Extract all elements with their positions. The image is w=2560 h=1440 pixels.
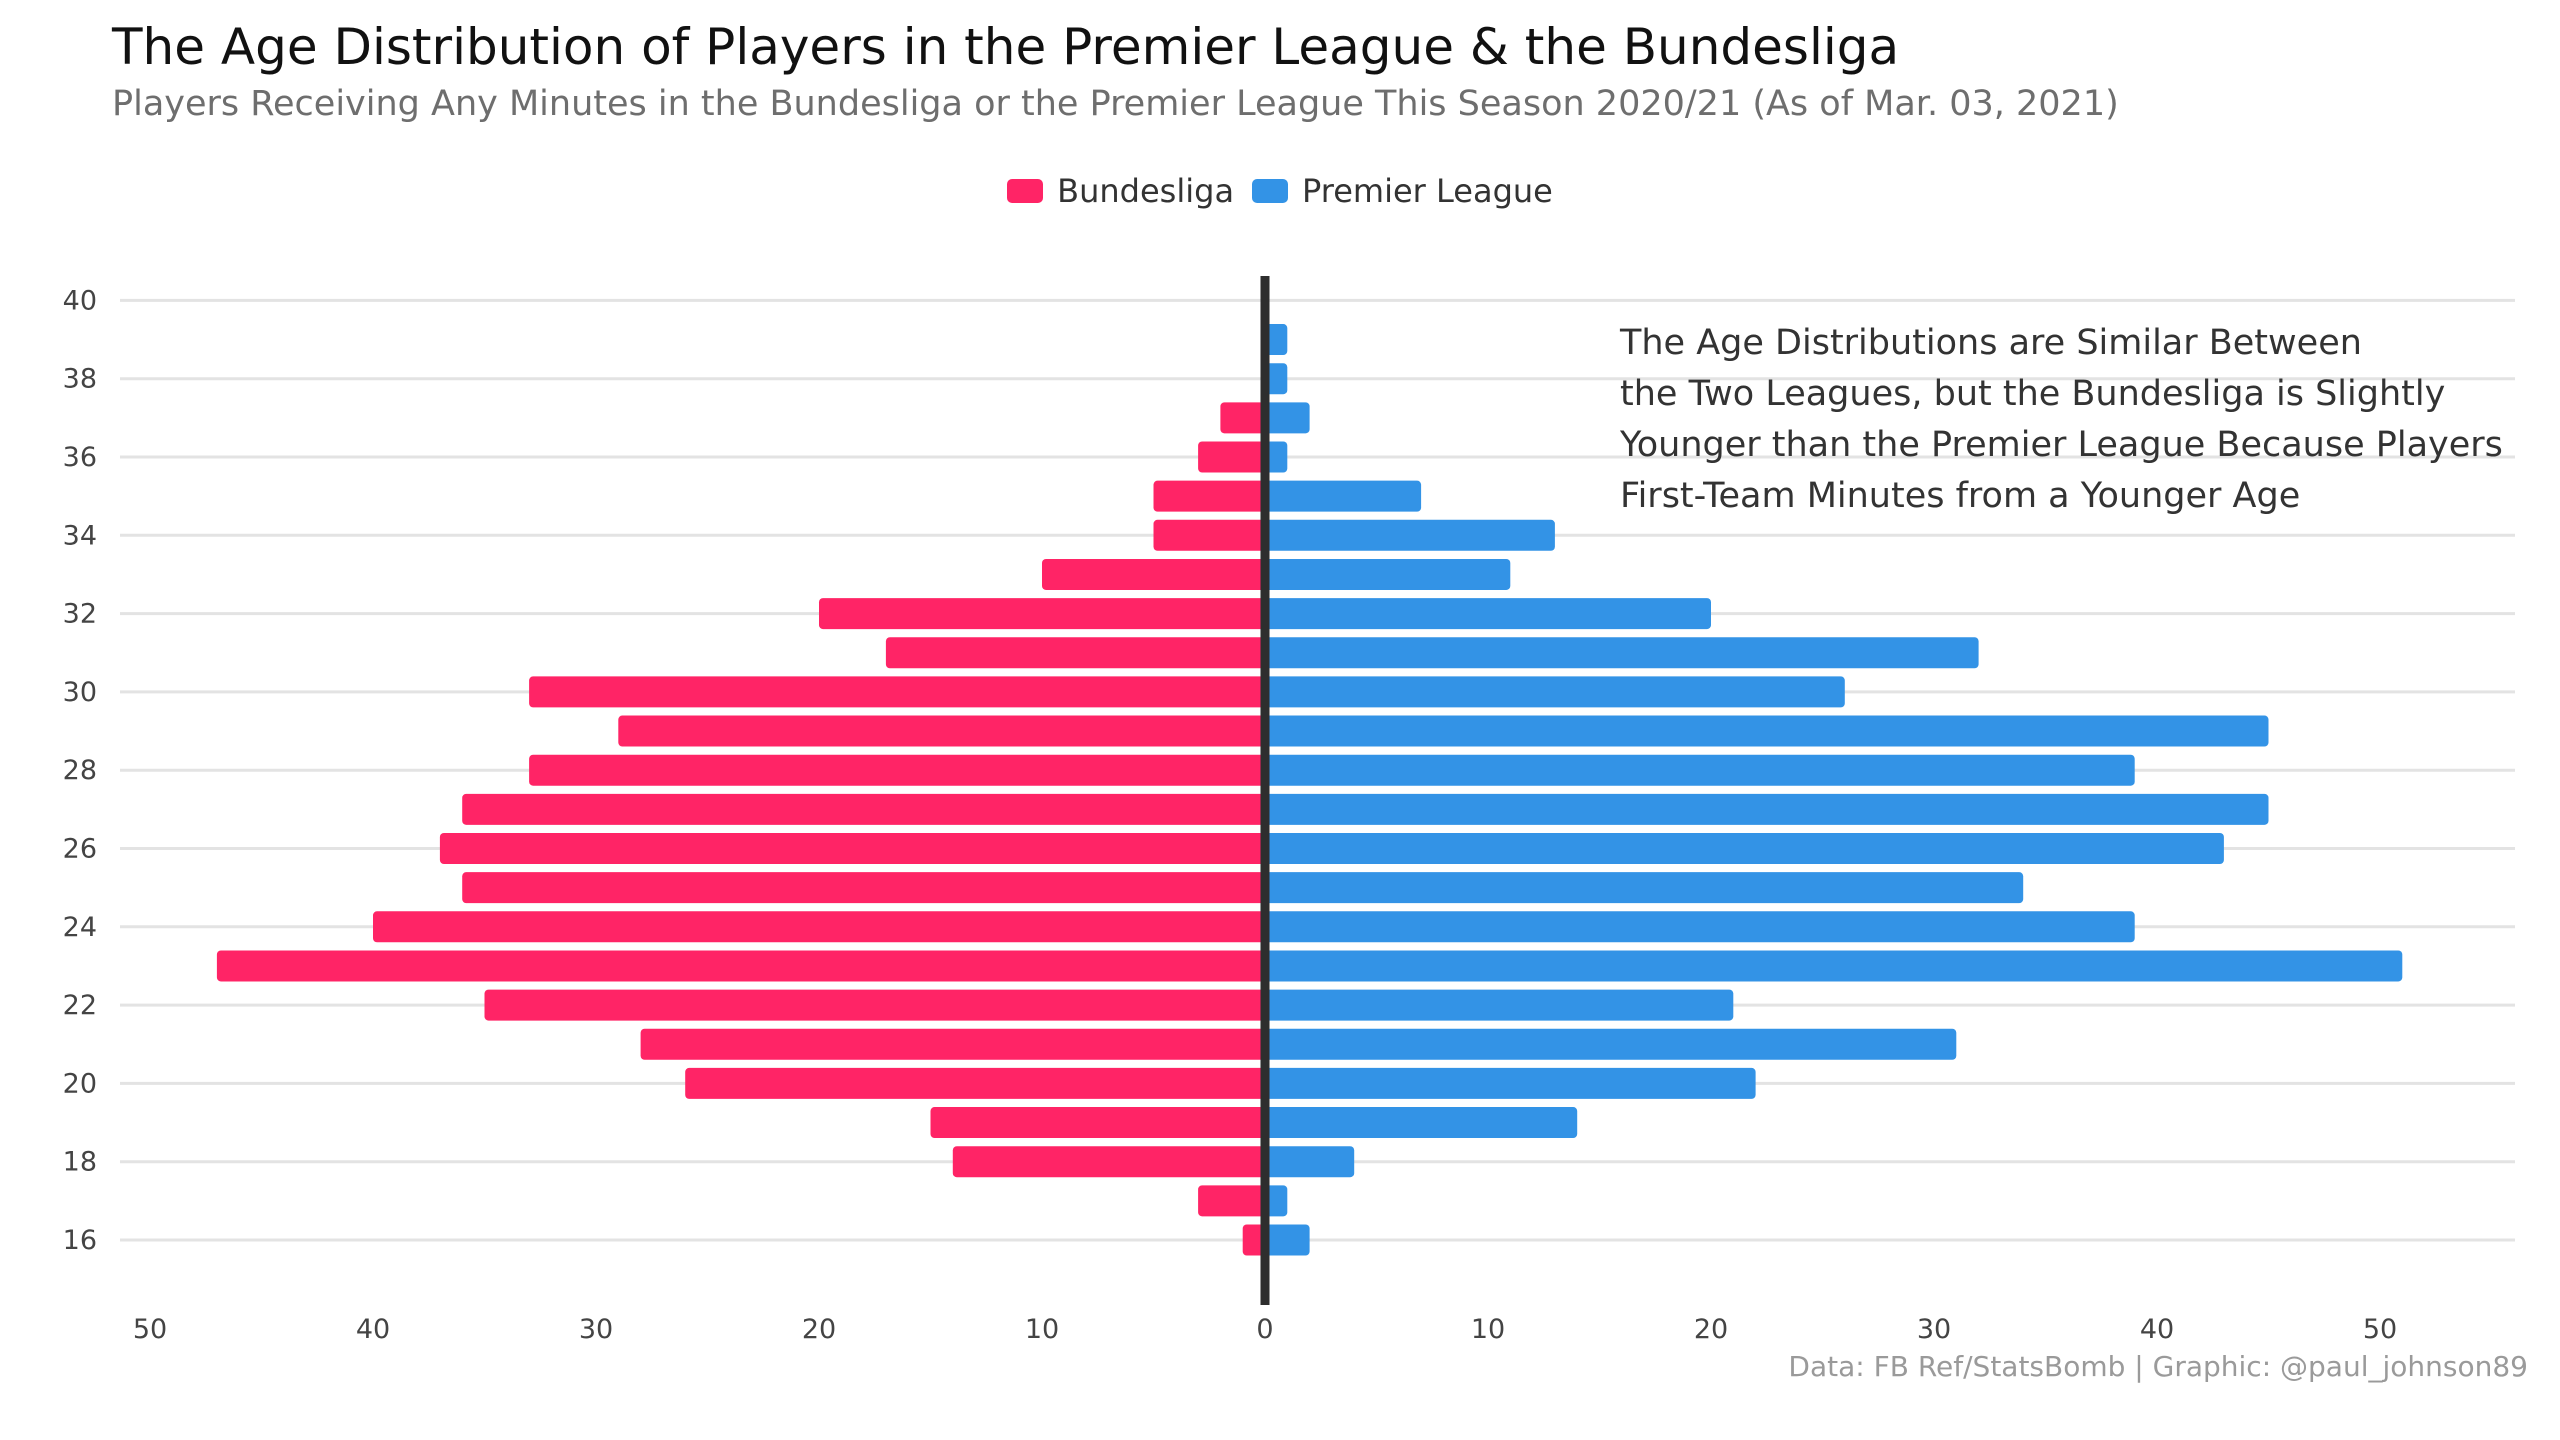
bar-premier-league	[1265, 715, 2269, 747]
legend-label-bundesliga: Bundesliga	[1057, 172, 1235, 210]
bar-bundesliga	[529, 754, 1265, 786]
y-tick-label: 34	[63, 520, 97, 551]
bar-bundesliga	[529, 676, 1265, 708]
bar-bundesliga	[885, 637, 1265, 669]
bar-bundesliga	[462, 872, 1265, 904]
y-tick-label: 40	[63, 285, 97, 316]
y-tick-label: 30	[63, 677, 97, 708]
x-tick-label: 0	[1256, 1314, 1273, 1345]
bar-bundesliga	[484, 989, 1265, 1021]
bar-premier-league	[1265, 637, 1979, 669]
annotation-line: the Two Leagues, but the Bundesliga is S…	[1620, 374, 2446, 414]
x-tick-label: 30	[1917, 1314, 1951, 1345]
bar-premier-league	[1265, 558, 1511, 590]
x-tick-label: 20	[1694, 1314, 1728, 1345]
chart-title: The Age Distribution of Players in the P…	[112, 18, 1900, 76]
bar-bundesliga	[1153, 480, 1265, 512]
bar-bundesliga	[439, 833, 1265, 864]
y-tick-label: 38	[63, 364, 97, 395]
x-tick-label: 50	[133, 1314, 167, 1345]
bar-premier-league	[1265, 1185, 1288, 1217]
bar-premier-league	[1265, 793, 2269, 825]
bar-bundesliga	[930, 1107, 1265, 1139]
bar-bundesliga	[1220, 402, 1265, 434]
legend: Bundesliga Premier League	[0, 172, 2560, 210]
bar-premier-league	[1265, 519, 1555, 551]
legend-label-premier-league: Premier League	[1302, 172, 1553, 210]
bar-premier-league	[1265, 402, 1310, 434]
y-tick-label: 24	[63, 912, 97, 943]
bar-premier-league	[1265, 598, 1711, 630]
bar-bundesliga	[216, 950, 1265, 982]
bar-premier-league	[1265, 950, 2403, 982]
y-tick-label: 28	[63, 755, 97, 786]
bar-bundesliga	[1042, 558, 1265, 590]
y-tick-label: 18	[63, 1147, 97, 1178]
x-tick-label: 20	[802, 1314, 836, 1345]
bar-premier-league	[1265, 1067, 1756, 1099]
bar-bundesliga	[1198, 1185, 1265, 1217]
bar-premier-league	[1265, 989, 1734, 1021]
bar-bundesliga	[952, 1146, 1265, 1178]
legend-item-premier-league: Premier League	[1252, 172, 1553, 210]
y-tick-label: 36	[63, 442, 97, 473]
y-tick-label: 22	[63, 990, 97, 1021]
bar-premier-league	[1265, 363, 1288, 395]
annotation-line: First-Team Minutes from a Younger Age	[1620, 476, 2301, 516]
bar-premier-league	[1265, 872, 2024, 904]
bar-bundesliga	[819, 598, 1265, 630]
bar-bundesliga	[685, 1067, 1265, 1099]
legend-swatch-bundesliga	[1007, 179, 1044, 203]
bar-bundesliga	[462, 793, 1265, 825]
x-tick-label: 10	[1025, 1314, 1059, 1345]
bar-premier-league	[1265, 441, 1288, 473]
chart-subtitle: Players Receiving Any Minutes in the Bun…	[112, 84, 2119, 124]
bar-bundesliga	[1198, 441, 1265, 473]
bar-bundesliga	[373, 911, 1265, 943]
chart-caption: Data: FB Ref/StatsBomb | Graphic: @paul_…	[1788, 1350, 2528, 1383]
y-tick-label: 32	[63, 599, 97, 630]
bar-premier-league	[1265, 911, 2135, 943]
x-tick-label: 40	[356, 1314, 390, 1345]
bar-premier-league	[1265, 833, 2224, 864]
annotation-line: Younger than the Premier League Because …	[1620, 425, 2503, 465]
x-tick-label: 10	[1471, 1314, 1505, 1345]
x-tick-label: 50	[2363, 1314, 2397, 1345]
bar-premier-league	[1265, 480, 1422, 512]
x-tick-label: 40	[2140, 1314, 2174, 1345]
y-tick-label: 16	[63, 1225, 97, 1256]
y-tick-label: 26	[63, 834, 97, 865]
bar-premier-league	[1265, 676, 1845, 708]
bar-bundesliga	[1242, 1224, 1265, 1256]
y-tick-label: 20	[63, 1068, 97, 1099]
chart-annotation: The Age Distributions are Similar Betwee…	[1620, 318, 2503, 522]
bar-premier-league	[1265, 1028, 1957, 1060]
bar-premier-league	[1265, 324, 1288, 356]
bar-premier-league	[1265, 754, 2135, 786]
x-tick-label: 30	[579, 1314, 613, 1345]
bar-bundesliga	[640, 1028, 1265, 1060]
bar-premier-league	[1265, 1146, 1355, 1178]
bar-premier-league	[1265, 1107, 1578, 1139]
legend-swatch-premier-league	[1252, 179, 1289, 203]
bar-bundesliga	[1153, 519, 1265, 551]
legend-item-bundesliga: Bundesliga	[1007, 172, 1234, 210]
bar-premier-league	[1265, 1224, 1310, 1256]
bar-bundesliga	[618, 715, 1265, 747]
annotation-line: The Age Distributions are Similar Betwee…	[1620, 323, 2362, 363]
